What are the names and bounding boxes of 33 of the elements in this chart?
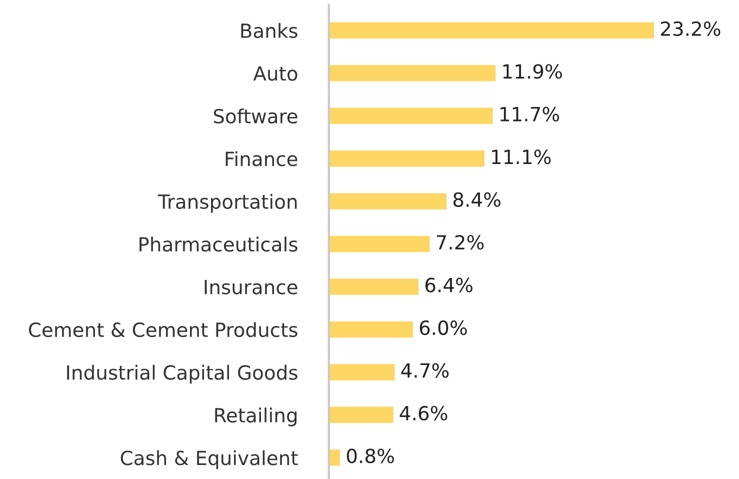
data-label: 0.8% xyxy=(346,448,394,464)
bar xyxy=(328,65,496,82)
y-tick-label: Auto xyxy=(253,66,298,81)
data-label: 7.2% xyxy=(436,234,484,250)
bar xyxy=(328,321,413,338)
data-label: 8.4% xyxy=(453,192,500,207)
y-tick-label: Banks xyxy=(241,23,298,38)
bar xyxy=(328,236,430,252)
data-label: 6.4% xyxy=(425,278,472,292)
bar xyxy=(328,278,419,295)
bar xyxy=(328,450,340,466)
data-label: 4.6% xyxy=(400,406,448,421)
data-label: 6.0% xyxy=(420,320,467,336)
y-tick-label: Cement & Cement Products xyxy=(28,322,298,338)
bar xyxy=(328,22,654,39)
bar xyxy=(328,108,493,124)
data-label: 4.7% xyxy=(401,363,449,378)
y-tick-label: Insurance xyxy=(204,280,298,294)
data-label: 11.9% xyxy=(503,64,562,79)
y-tick-label: Pharmaceuticals xyxy=(140,236,298,252)
data-label: 23.2% xyxy=(660,21,720,36)
bar xyxy=(328,193,447,210)
y-tick-label: Industrial Capital Goods xyxy=(67,364,298,384)
data-label: 11.1% xyxy=(492,150,551,164)
data-label: 11.7% xyxy=(500,106,560,122)
bar xyxy=(328,364,395,380)
y-tick-label: Finance xyxy=(226,151,298,166)
y-tick-label: Cash & Equivalent xyxy=(120,450,298,470)
bar xyxy=(328,406,394,424)
y-tick-label: Software xyxy=(214,108,298,124)
bar xyxy=(328,150,484,167)
y-tick-label: Retailing xyxy=(215,408,297,426)
y-tick-label: Transportation xyxy=(158,194,297,213)
